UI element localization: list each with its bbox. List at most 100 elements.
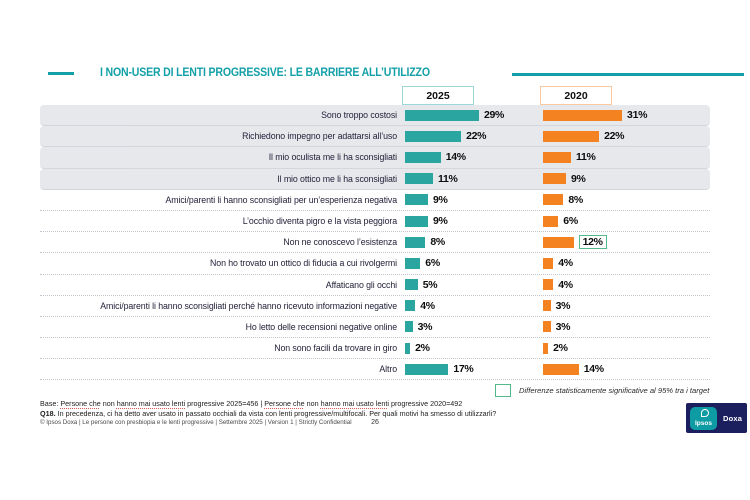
- chart-row: Ho letto delle recensioni negative onlin…: [40, 317, 710, 339]
- category-label: Il mio ottico me li ha sconsigliati: [277, 173, 397, 184]
- bar-2020: [543, 279, 554, 291]
- bar-2020: [543, 215, 559, 227]
- value-2020: 4%: [558, 257, 573, 270]
- value-2025: 8%: [430, 236, 445, 249]
- bar-2025: [405, 321, 413, 333]
- base-note-segment: Base:: [40, 399, 61, 408]
- value-2020: 6%: [563, 215, 578, 228]
- bar-2025: [405, 215, 428, 227]
- value-2020: 3%: [555, 299, 571, 312]
- bar-group-2025: 17%: [405, 363, 543, 375]
- bar-group-2025: 6%: [405, 257, 543, 269]
- category-label: Affaticano gli occhi: [325, 279, 397, 290]
- chart-row: L’occhio diventa pigro e la vista peggio…: [40, 211, 710, 233]
- ipsos-logo-text: Ipsos: [695, 420, 712, 427]
- bar-group-2020: 4%: [543, 279, 710, 291]
- bar-group-2025: 9%: [405, 215, 543, 227]
- bar-2020: [543, 151, 572, 163]
- ipsos-dot-icon: [701, 408, 709, 417]
- value-2020: 3%: [555, 320, 571, 333]
- chart-row: Il mio oculista me li ha sconsigliati 14%…: [40, 147, 710, 169]
- bar-group-2020: 14%: [543, 363, 710, 375]
- question-number: Q18.: [40, 408, 56, 418]
- value-2020-significant: 12%: [578, 234, 607, 250]
- category-label: Non ho trovato un ottico di fiducia a cu…: [210, 258, 397, 269]
- category-label: Altro: [379, 364, 397, 375]
- value-2025: 4%: [420, 299, 435, 312]
- chart-row: Affaticano gli occhi 5% 4%: [40, 275, 710, 296]
- doxa-logo-text: Doxa: [723, 413, 743, 423]
- bar-2020: [543, 173, 566, 185]
- bar-2025: [405, 194, 428, 206]
- bar-group-2020: 8%: [543, 194, 710, 206]
- value-2020: 2%: [553, 342, 568, 355]
- significance-legend-swatch-icon: [495, 384, 511, 397]
- base-note-segment: Persone che: [264, 399, 305, 408]
- bar-group-2025: 14%: [405, 151, 543, 163]
- value-2025: 14%: [445, 151, 466, 164]
- bar-group-2020: 9%: [543, 173, 710, 185]
- bar-2025: [405, 342, 411, 354]
- bar-2020: [543, 130, 600, 142]
- bar-group-2025: 9%: [405, 194, 543, 206]
- bar-2020: [543, 236, 574, 248]
- value-2020: 8%: [568, 193, 583, 206]
- bar-2025: [405, 279, 418, 291]
- bar-group-2020: 31%: [543, 109, 710, 121]
- bar-2020: [543, 342, 549, 354]
- chart-row: Il mio ottico me li ha sconsigliati 11% 9%: [40, 168, 710, 190]
- question-text: In precedenza, ci ha detto aver usato in…: [55, 408, 497, 418]
- bar-2025: [405, 363, 449, 375]
- base-note-segment: hanno mai usato lenti: [116, 399, 186, 408]
- category-label: Richiedono impegno per adattarsi all’uso: [242, 131, 397, 142]
- bar-group-2025: 5%: [405, 279, 543, 291]
- bar-2020: [543, 257, 554, 269]
- bar-group-2025: 3%: [405, 321, 543, 333]
- value-2025: 3%: [417, 320, 433, 333]
- significance-legend: Differenze statisticamente significative…: [495, 384, 709, 397]
- value-2025: 6%: [425, 257, 440, 270]
- chart-row: Amici/parenti li hanno sconsigliati per …: [40, 190, 710, 211]
- bar-group-2020: 3%: [543, 321, 710, 333]
- bar-group-2020: 4%: [543, 257, 710, 269]
- value-2020: 31%: [627, 109, 648, 122]
- title-right-rule: [512, 73, 744, 76]
- value-2025: 9%: [432, 193, 448, 206]
- value-2020: 9%: [570, 172, 586, 185]
- chart-row: Non ne conoscevo l’esistenza 8% 12%: [40, 232, 710, 254]
- value-2025: 9%: [432, 215, 448, 228]
- chart-row: Non ho trovato un ottico di fiducia a cu…: [40, 253, 710, 275]
- ipsos-logo-mark: Ipsos: [690, 406, 717, 430]
- bar-2025: [405, 173, 434, 185]
- value-2025: 11%: [438, 172, 458, 185]
- base-note-segment: Persone che: [60, 399, 101, 408]
- bar-group-2025: 29%: [405, 109, 543, 121]
- base-note-segment: non: [304, 399, 321, 408]
- page-number: 26: [371, 418, 379, 426]
- value-2025: 2%: [415, 342, 430, 355]
- chart-row: Sono troppo costosi 29% 31%: [40, 105, 710, 127]
- bar-group-2020: 3%: [543, 300, 710, 312]
- copyright-note: © Ipsos Doxa | Le persone con presbiopia…: [40, 419, 352, 426]
- significance-legend-label: Differenze statisticamente significative…: [519, 386, 710, 395]
- base-note-segment: progressive 2025=456 |: [185, 399, 265, 408]
- series-header-2020: 2020: [540, 86, 612, 105]
- value-2020: 22%: [604, 130, 625, 143]
- base-note-segment: progressive 2020=492: [388, 399, 463, 408]
- category-label: Non ne conoscevo l’esistenza: [283, 237, 397, 248]
- base-note-segment: non: [100, 399, 117, 408]
- bar-group-2025: 2%: [405, 342, 543, 354]
- bar-2025: [405, 300, 416, 312]
- bar-2020: [543, 194, 564, 206]
- bar-2020: [543, 109, 623, 121]
- category-label: Amici/parenti li hanno sconsigliati per …: [165, 194, 398, 205]
- category-label: Sono troppo costosi: [321, 110, 397, 121]
- title-left-dash: [48, 72, 74, 75]
- chart-row: Non sono facili da trovare in giro 2% 2%: [40, 338, 710, 360]
- bar-2025: [405, 151, 441, 163]
- bar-group-2020: 6%: [543, 215, 710, 227]
- series-header-2020-label: 2020: [564, 89, 588, 102]
- base-note: Base: Persone che non hanno mai usato le…: [40, 399, 462, 408]
- bar-2020: [543, 321, 551, 333]
